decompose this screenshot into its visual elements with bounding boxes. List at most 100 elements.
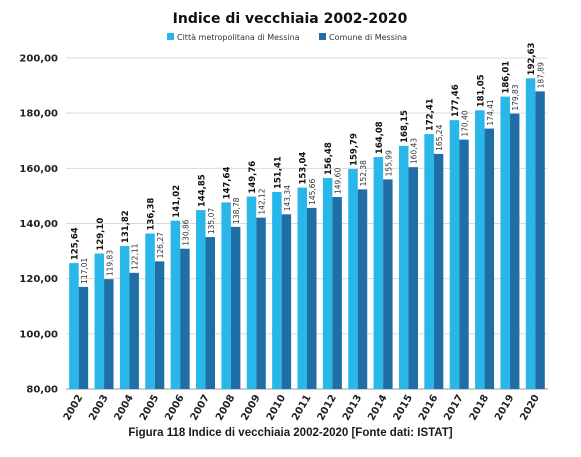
figure-caption: Figura 118 Indice di vecchiaia 2002-2020… xyxy=(128,427,453,439)
bar-metropolitana xyxy=(500,96,510,389)
bar-metropolitana xyxy=(272,192,282,389)
data-label-metropolitana: 181,05 xyxy=(476,74,486,107)
data-label-comune: 119,83 xyxy=(105,250,114,276)
x-tick-label: 2006 xyxy=(163,393,186,423)
x-tick-label: 2019 xyxy=(493,393,516,423)
bar-comune xyxy=(535,91,545,390)
bar-metropolitana xyxy=(119,246,130,389)
x-tick-label: 2018 xyxy=(468,393,491,423)
bar-comune xyxy=(180,248,190,389)
data-label-metropolitana: 159,79 xyxy=(349,133,359,166)
data-label-comune: 135,07 xyxy=(207,208,216,234)
data-label-metropolitana: 153,04 xyxy=(299,152,309,185)
x-tick-label: 2012 xyxy=(316,393,339,423)
data-label-comune: 170,40 xyxy=(460,110,469,136)
bar-metropolitana xyxy=(525,78,536,389)
data-label-comune: 143,34 xyxy=(283,185,292,211)
bar-metropolitana xyxy=(170,220,181,389)
data-label-metropolitana: 147,64 xyxy=(223,167,233,200)
x-tick-label: 2014 xyxy=(366,393,389,423)
legend-swatch-metropolitana xyxy=(167,33,174,40)
bar-comune xyxy=(307,207,317,389)
bar-metropolitana xyxy=(348,168,358,389)
data-label-metropolitana: 172,41 xyxy=(426,98,436,131)
bar-comune xyxy=(433,153,444,389)
bar-metropolitana xyxy=(475,110,485,389)
data-label-comune: 149,60 xyxy=(334,168,343,194)
data-label-metropolitana: 164,08 xyxy=(375,121,385,154)
data-label-metropolitana: 177,46 xyxy=(451,84,461,117)
x-tick-label: 2015 xyxy=(392,393,415,423)
bar-comune xyxy=(129,272,139,389)
legend: Città metropolitana di Messina Comune di… xyxy=(167,33,407,42)
data-label-comune: 142,12 xyxy=(258,188,267,214)
data-label-metropolitana: 125,64 xyxy=(70,227,80,260)
data-label-comune: 187,89 xyxy=(537,62,546,88)
data-label-metropolitana: 186,01 xyxy=(502,61,512,94)
y-tick-label: 140,00 xyxy=(19,219,58,230)
x-tick-label: 2013 xyxy=(341,393,364,423)
x-tick-label: 2004 xyxy=(113,393,136,423)
bar-comune xyxy=(230,226,241,389)
legend-label-metropolitana: Città metropolitana di Messina xyxy=(177,33,300,42)
bar-comune xyxy=(332,197,342,389)
data-label-comune: 122,11 xyxy=(131,243,140,269)
data-label-metropolitana: 151,41 xyxy=(273,156,283,189)
bar-comune xyxy=(104,279,114,389)
y-tick-label: 100,00 xyxy=(19,329,58,340)
x-tick-label: 2010 xyxy=(265,393,288,423)
bar-metropolitana xyxy=(69,263,79,389)
chart: Indice di vecchiaia 2002-2020 Città metr… xyxy=(19,11,548,423)
bar-metropolitana xyxy=(94,253,105,389)
y-tick-label: 180,00 xyxy=(19,109,58,120)
x-axis: 2002 2003 2004 2005 2006 2007 2008 2009 2010 2011… xyxy=(62,393,542,423)
x-tick-label: 2005 xyxy=(138,393,161,423)
bar-comune xyxy=(154,261,165,389)
x-tick-label: 2020 xyxy=(518,393,541,423)
x-tick-label: 2002 xyxy=(62,393,85,423)
legend-label-comune: Comune di Messina xyxy=(329,33,407,42)
x-tick-label: 2007 xyxy=(189,393,212,423)
data-label-comune: 117,01 xyxy=(80,257,89,283)
data-label-metropolitana: 144,85 xyxy=(197,174,207,207)
data-label-comune: 145,66 xyxy=(308,178,317,204)
bar-metropolitana xyxy=(449,120,460,389)
data-label-comune: 126,27 xyxy=(156,232,165,258)
chart-title: Indice di vecchiaia 2002-2020 xyxy=(173,11,408,27)
y-tick-label: 120,00 xyxy=(19,274,58,285)
bar-comune xyxy=(459,139,469,389)
data-label-metropolitana: 129,10 xyxy=(96,218,106,251)
data-label-metropolitana: 149,76 xyxy=(248,161,258,194)
bar-comune xyxy=(383,179,393,389)
data-label-metropolitana: 168,15 xyxy=(400,110,410,143)
x-tick-label: 2011 xyxy=(290,393,313,423)
bar-comune xyxy=(484,128,495,389)
x-tick-label: 2003 xyxy=(87,393,110,423)
bar-comune xyxy=(256,217,266,389)
bar-metropolitana xyxy=(322,178,333,389)
x-tick-label: 2017 xyxy=(442,393,465,423)
bar-comune xyxy=(205,237,216,389)
data-label-comune: 179,83 xyxy=(511,84,520,110)
data-label-comune: 165,24 xyxy=(435,124,444,150)
data-label-comune: 155,99 xyxy=(384,150,393,176)
bar-comune xyxy=(408,167,418,389)
data-label-metropolitana: 141,02 xyxy=(172,185,182,218)
x-tick-label: 2009 xyxy=(239,393,262,423)
data-label-metropolitana: 131,82 xyxy=(121,210,131,243)
data-label-metropolitana: 136,38 xyxy=(147,198,157,231)
bar-comune xyxy=(357,189,368,389)
x-tick-label: 2016 xyxy=(417,393,440,423)
data-label-comune: 130,86 xyxy=(181,219,190,245)
y-tick-label: 160,00 xyxy=(19,164,58,175)
bar-metropolitana xyxy=(398,145,409,389)
bar-comune xyxy=(509,113,520,389)
bar-metropolitana xyxy=(424,134,434,389)
data-label-comune: 152,38 xyxy=(359,160,368,186)
x-tick-label: 2008 xyxy=(214,393,237,423)
data-label-comune: 174,41 xyxy=(486,99,495,125)
data-label-comune: 160,43 xyxy=(410,138,419,164)
bar-metropolitana xyxy=(196,210,206,389)
data-label-metropolitana: 156,48 xyxy=(324,142,334,175)
data-label-comune: 138,78 xyxy=(232,197,241,223)
